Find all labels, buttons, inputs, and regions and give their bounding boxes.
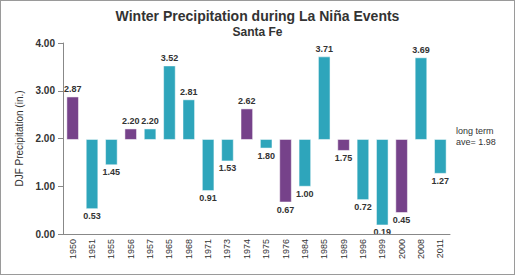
svg-text:0.91: 0.91 [199,193,217,203]
svg-text:1955: 1955 [106,239,116,259]
svg-text:1989: 1989 [339,239,349,259]
svg-text:1968: 1968 [184,239,194,259]
svg-text:2.20: 2.20 [141,116,159,126]
svg-text:1957: 1957 [145,239,155,259]
svg-text:1974: 1974 [242,239,252,259]
svg-text:0.45: 0.45 [393,215,411,225]
svg-text:2.00: 2.00 [36,133,56,144]
svg-text:DJF Precipitation (in.): DJF Precipitation (in.) [14,90,25,186]
svg-text:1996: 1996 [358,239,368,259]
svg-text:1999: 1999 [377,239,387,259]
svg-text:2008: 2008 [416,239,426,259]
svg-text:1956: 1956 [126,239,136,259]
svg-text:0.53: 0.53 [83,211,101,221]
svg-text:1.45: 1.45 [103,167,121,177]
svg-text:1.80: 1.80 [257,151,275,161]
svg-text:1.27: 1.27 [432,176,450,186]
svg-text:1.75: 1.75 [335,153,353,163]
svg-text:1984: 1984 [300,239,310,259]
svg-text:ave= 1.98: ave= 1.98 [456,137,496,147]
svg-text:1.00: 1.00 [296,189,314,199]
svg-text:1951: 1951 [87,239,97,259]
svg-text:0.67: 0.67 [277,205,295,215]
svg-text:2011: 2011 [435,239,445,258]
svg-text:1973: 1973 [222,239,232,259]
svg-text:2.87: 2.87 [64,84,82,94]
svg-text:1965: 1965 [164,239,174,259]
svg-text:1985: 1985 [319,239,329,259]
svg-text:3.71: 3.71 [315,44,333,54]
svg-text:3.69: 3.69 [412,45,430,55]
svg-text:Winter Precipitation during La: Winter Precipitation during La Niña Even… [116,8,400,24]
svg-text:0.19: 0.19 [374,227,392,237]
svg-text:0.00: 0.00 [36,229,56,240]
svg-text:1950: 1950 [68,239,78,259]
svg-text:Santa Fe: Santa Fe [232,25,282,39]
svg-text:1.53: 1.53 [219,163,237,173]
svg-text:3.00: 3.00 [36,85,56,96]
svg-text:3.52: 3.52 [161,53,179,63]
svg-text:2.20: 2.20 [122,116,140,126]
svg-text:1975: 1975 [261,239,271,259]
svg-text:2000: 2000 [397,239,407,259]
svg-text:1971: 1971 [203,239,213,259]
svg-text:long term: long term [456,126,496,136]
svg-text:1.00: 1.00 [36,181,56,192]
svg-text:2.81: 2.81 [180,87,198,97]
svg-text:4.00: 4.00 [36,38,56,49]
svg-text:2.62: 2.62 [238,96,256,106]
svg-text:0.72: 0.72 [354,202,372,212]
svg-text:1976: 1976 [281,239,291,259]
